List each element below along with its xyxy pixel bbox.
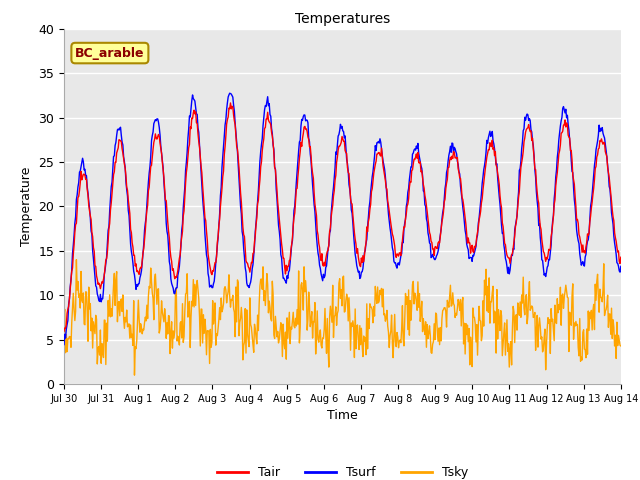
Y-axis label: Temperature: Temperature [20,167,33,246]
Title: Temperatures: Temperatures [295,12,390,26]
Text: BC_arable: BC_arable [75,47,145,60]
X-axis label: Time: Time [327,409,358,422]
Legend: Tair, Tsurf, Tsky: Tair, Tsurf, Tsky [212,461,473,480]
